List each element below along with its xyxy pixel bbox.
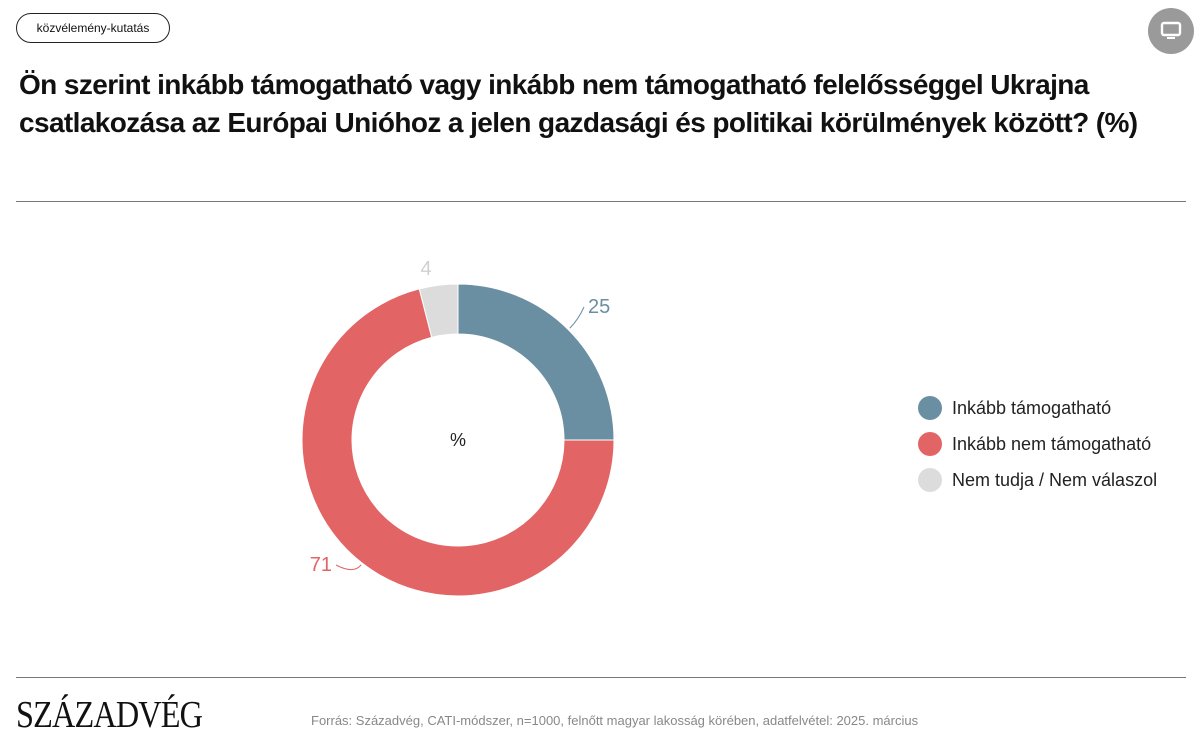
legend: Inkább támogatható Inkább nem támogatható… [918,390,1157,498]
leader-line [569,306,585,329]
legend-label: Inkább támogatható [952,397,1112,418]
legend-label: Inkább nem támogatható [952,433,1152,454]
legend-swatch [918,432,942,456]
legend-item[interactable]: Inkább nem támogatható [918,426,1157,462]
present-button[interactable] [1148,8,1194,54]
data-label: 4 [420,258,431,280]
donut-chart: % 25 71 4 [301,258,615,597]
szazadveg-logo: SZÁZADVÉG [16,694,203,736]
source-note: Forrás: Századvég, CATI-módszer, n=1000,… [311,713,919,728]
leader-line [335,564,362,571]
divider [16,201,1186,202]
data-label: 25 [588,296,610,318]
donut-slice[interactable] [301,288,615,597]
legend-item[interactable]: Nem tudja / Nem válaszol [918,462,1157,498]
data-label: 71 [310,554,332,576]
monitor-icon [1160,21,1182,39]
donut-slice[interactable] [457,283,615,441]
legend-swatch [918,468,942,492]
legend-swatch [918,396,942,420]
center-label: % [450,430,466,450]
category-tag[interactable]: közvélemény-kutatás [16,13,170,43]
chart-title: Ön szerint inkább támogatható vagy inkáb… [19,69,1138,138]
divider [16,677,1186,678]
legend-label: Nem tudja / Nem válaszol [952,469,1158,490]
legend-item[interactable]: Inkább támogatható [918,390,1157,426]
